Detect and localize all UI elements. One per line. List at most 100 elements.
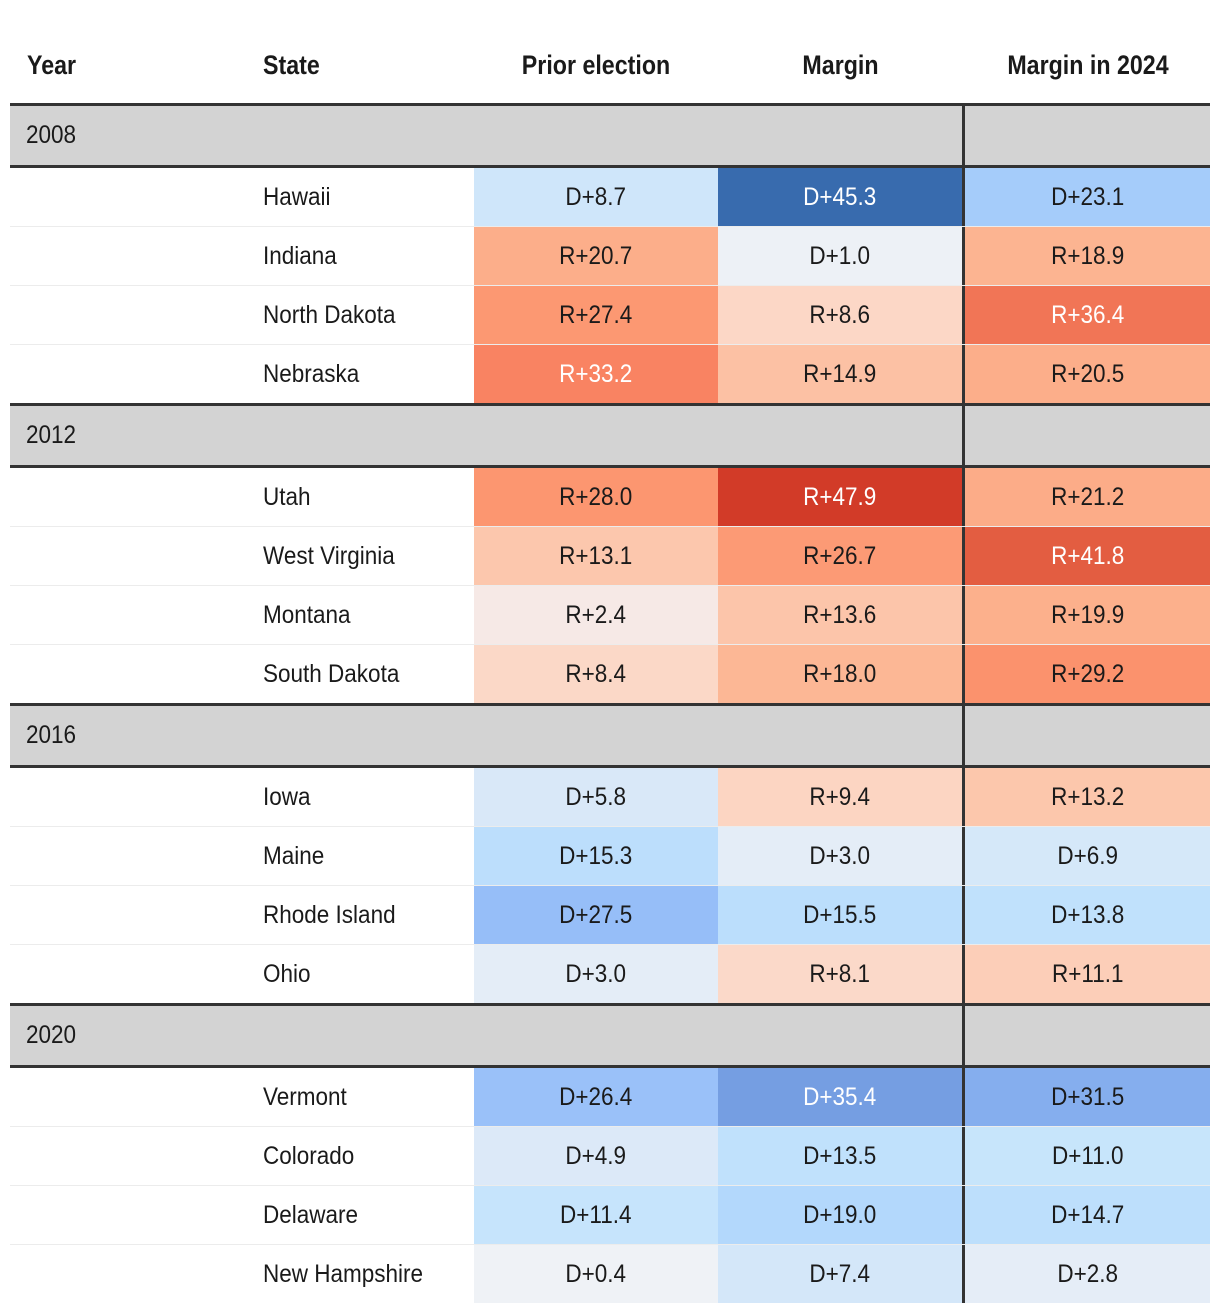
table-row: West Virginia R+13.1 R+26.7 R+41.8: [10, 526, 1210, 585]
year-label: 2016: [26, 721, 77, 749]
column-divider: [962, 1006, 965, 1065]
prior-election-cell: R+33.2: [474, 345, 718, 403]
margin-2024-cell: D+11.0: [965, 1127, 1210, 1185]
margin-cell-value: R+13.6: [803, 601, 877, 629]
margin-2024-cell-value: R+36.4: [1050, 301, 1125, 329]
column-divider: [962, 1186, 965, 1244]
state-name: West Virginia: [263, 542, 395, 570]
margin-cell: D+7.4: [718, 1245, 962, 1303]
prior-election-cell: R+2.4: [474, 586, 718, 644]
margin-cell-value: D+45.3: [803, 183, 877, 211]
prior-election-cell-value: D+27.5: [559, 901, 633, 929]
table-row: Rhode Island D+27.5 D+15.5 D+13.8: [10, 885, 1210, 944]
column-divider: [962, 886, 965, 944]
state-name: Colorado: [263, 1142, 355, 1170]
margin-cell-value: D+7.4: [809, 1260, 871, 1288]
table-header: Year State Prior election Margin Margin …: [10, 0, 1210, 106]
table-row: Delaware D+11.4 D+19.0 D+14.7: [10, 1185, 1210, 1244]
prior-election-cell: D+5.8: [474, 768, 718, 826]
prior-election-cell-value: D+3.0: [565, 960, 627, 988]
prior-election-cell: D+11.4: [474, 1186, 718, 1244]
state-name: Utah: [263, 483, 311, 511]
column-divider: [962, 406, 965, 465]
table-row: Nebraska R+33.2 R+14.9 R+20.5: [10, 344, 1210, 403]
margin-cell-value: R+18.0: [803, 660, 877, 688]
margin-2024-cell: R+18.9: [965, 227, 1210, 285]
margin-2024-cell: D+31.5: [965, 1068, 1210, 1126]
year-label: 2020: [26, 1021, 77, 1049]
prior-election-cell-value: D+5.8: [565, 783, 627, 811]
prior-election-cell-value: D+0.4: [565, 1260, 627, 1288]
column-divider: [962, 168, 965, 226]
column-divider: [962, 527, 965, 585]
table-row: Hawaii D+8.7 D+45.3 D+23.1: [10, 168, 1210, 226]
state-name: Rhode Island: [263, 901, 396, 929]
margin-cell-value: D+35.4: [803, 1083, 877, 1111]
margin-2024-cell-value: D+14.7: [1050, 1201, 1125, 1229]
column-divider: [962, 345, 965, 403]
margin-cell: D+35.4: [718, 1068, 962, 1126]
table-row: Ohio D+3.0 R+8.1 R+11.1: [10, 944, 1210, 1003]
state-name: South Dakota: [263, 660, 400, 688]
prior-election-cell-value: R+13.1: [559, 542, 633, 570]
column-divider: [962, 286, 965, 344]
margin-2024-cell-value: D+11.0: [1051, 1142, 1124, 1170]
margin-cell: D+45.3: [718, 168, 962, 226]
margin-2024-cell: R+36.4: [965, 286, 1210, 344]
margin-2024-cell-value: R+21.2: [1050, 483, 1125, 511]
margin-cell: D+3.0: [718, 827, 962, 885]
prior-election-cell-value: R+20.7: [559, 242, 633, 270]
margin-2024-cell-value: D+31.5: [1050, 1083, 1125, 1111]
prior-election-cell: D+4.9: [474, 1127, 718, 1185]
margin-2024-cell-value: R+13.2: [1050, 783, 1125, 811]
prior-election-cell-value: R+28.0: [559, 483, 633, 511]
margin-cell-value: D+13.5: [803, 1142, 877, 1170]
year-band: 2012: [10, 403, 1210, 468]
margin-2024-cell: R+41.8: [965, 527, 1210, 585]
prior-election-cell-value: D+11.4: [560, 1201, 632, 1229]
column-divider: [962, 768, 965, 826]
margin-2024-cell-value: R+19.9: [1050, 601, 1125, 629]
state-name: Ohio: [263, 960, 311, 988]
margin-2024-cell-value: D+23.1: [1050, 183, 1125, 211]
margin-cell-value: D+15.5: [803, 901, 877, 929]
table-row: Iowa D+5.8 R+9.4 R+13.2: [10, 768, 1210, 826]
state-name: Vermont: [263, 1083, 347, 1111]
state-name: Delaware: [263, 1201, 359, 1229]
margin-cell-value: D+1.0: [809, 242, 871, 270]
margin-cell-value: R+8.1: [809, 960, 871, 988]
margin-cell-value: R+14.9: [803, 360, 877, 388]
margin-cell: R+13.6: [718, 586, 962, 644]
header-margin: Margin: [802, 50, 879, 80]
prior-election-cell: R+28.0: [474, 468, 718, 526]
column-divider: [962, 227, 965, 285]
margin-2024-cell: D+2.8: [965, 1245, 1210, 1303]
column-divider: [962, 645, 965, 703]
margin-cell: R+9.4: [718, 768, 962, 826]
year-band: 2016: [10, 703, 1210, 768]
prior-election-cell-value: R+2.4: [565, 601, 627, 629]
margin-2024-cell: R+11.1: [965, 945, 1210, 1003]
column-divider: [962, 586, 965, 644]
margin-cell: D+19.0: [718, 1186, 962, 1244]
prior-election-cell-value: D+15.3: [559, 842, 633, 870]
margin-2024-cell: R+20.5: [965, 345, 1210, 403]
margin-2024-cell: R+19.9: [965, 586, 1210, 644]
margin-cell: R+8.6: [718, 286, 962, 344]
header-year: Year: [27, 50, 77, 80]
state-name: Iowa: [263, 783, 311, 811]
column-divider: [962, 827, 965, 885]
state-name: Hawaii: [263, 183, 331, 211]
margin-cell: D+13.5: [718, 1127, 962, 1185]
margin-cell-value: D+3.0: [809, 842, 871, 870]
prior-election-cell-value: R+33.2: [559, 360, 633, 388]
margin-cell-value: R+9.4: [809, 783, 871, 811]
header-margin-2024: Margin in 2024: [1007, 50, 1169, 80]
column-divider: [962, 1068, 965, 1126]
prior-election-cell-value: D+4.9: [565, 1142, 627, 1170]
column-divider: [962, 106, 965, 165]
column-divider: [962, 468, 965, 526]
margin-2024-cell: R+21.2: [965, 468, 1210, 526]
state-name: Maine: [263, 842, 325, 870]
prior-election-cell-value: R+8.4: [565, 660, 627, 688]
